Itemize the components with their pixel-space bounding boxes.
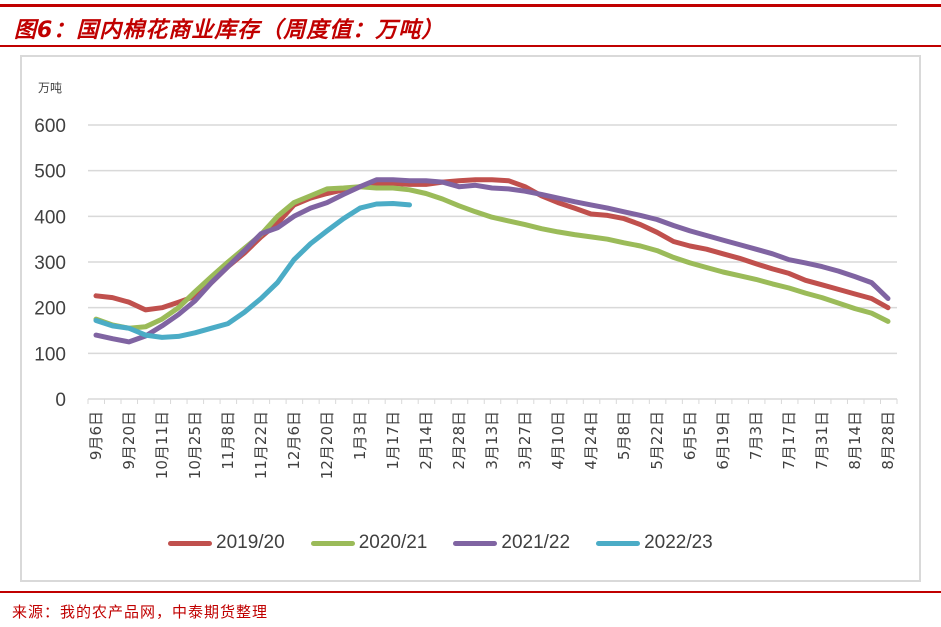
x-tick-label: 5月8日 [615,411,633,460]
chart-legend: 2019/20 2020/21 2021/22 2022/23 [168,532,739,554]
series-line-2021-22 [93,177,891,345]
legend-label: 2021/22 [501,532,571,553]
x-tick-label: 2月14日 [417,411,435,470]
title-rule [0,45,941,47]
y-tick-label: 200 [34,299,66,320]
y-tick-label: 100 [34,344,66,365]
legend-swatch [310,540,355,546]
x-tick-label: 8月28日 [879,411,897,470]
figure-title: 图6：国内棉花商业库存（周度值：万吨） [14,18,445,43]
source-note: 来源：我的农产品网，中泰期货整理 [12,603,269,621]
series-line-2022-23 [93,201,412,340]
y-tick-label: 400 [34,207,66,228]
x-tick-label: 4月24日 [582,411,600,470]
x-tick-label: 8月14日 [846,411,864,470]
legend-label: 2020/21 [358,532,428,553]
y-tick-label: 0 [55,390,66,411]
x-tick-label: 6月19日 [714,411,732,470]
legend-item-2020-21: 2020/21 [310,532,428,554]
y-axis: 0 100 200 300 400 500 600 [34,116,66,411]
source-rule [0,591,941,593]
x-tick-label: 12月20日 [318,411,336,479]
legend-label: 2022/23 [644,532,713,553]
y-tick-label: 300 [34,253,66,274]
x-tick-label: 9月6日 [87,411,105,460]
y-tick-label: 600 [34,116,66,137]
x-tick-label: 3月27日 [516,411,534,470]
x-tick-label: 12月6日 [285,411,303,470]
x-tick-label: 7月17日 [780,411,798,470]
legend-label: 2019/20 [216,532,285,553]
x-tick-label: 7月3日 [747,411,765,460]
x-tick-label: 11月8日 [219,411,237,470]
x-tick-label: 2月28日 [450,411,468,470]
gridlines [88,124,897,355]
top-rule [0,4,941,7]
legend-item-2021-22: 2021/22 [453,532,570,554]
legend-swatch [168,540,212,546]
x-tick-label: 10月25日 [186,411,204,479]
x-tick-label: 4月10日 [549,411,567,470]
x-axis: 9月6日 9月20日 10月11日 10月25日 11月8日 11月22日 12月6日 12月… [87,398,898,479]
y-axis-unit-label: 万吨 [38,81,63,95]
x-tick-label: 10月11日 [153,411,171,479]
x-tick-label: 6月5日 [681,411,699,460]
x-tick-label: 7月31日 [813,411,831,470]
x-tick-label: 5月22日 [648,411,666,470]
x-tick-label: 9月20日 [120,411,138,470]
legend-item-2022-23: 2022/23 [596,532,713,554]
series-line-2019-20 [93,177,891,313]
x-tick-label: 1月17日 [384,411,402,470]
series-line-2020-21 [93,184,891,331]
x-tick-label: 3月13日 [483,411,501,470]
x-tick-label: 11月22日 [252,411,270,479]
y-tick-label: 500 [34,162,66,183]
legend-swatch [453,540,498,546]
series-lines [93,177,891,345]
legend-swatch [596,540,641,546]
x-tick-label: 1月3日 [351,411,369,460]
legend-item-2019-20: 2019/20 [168,532,285,554]
